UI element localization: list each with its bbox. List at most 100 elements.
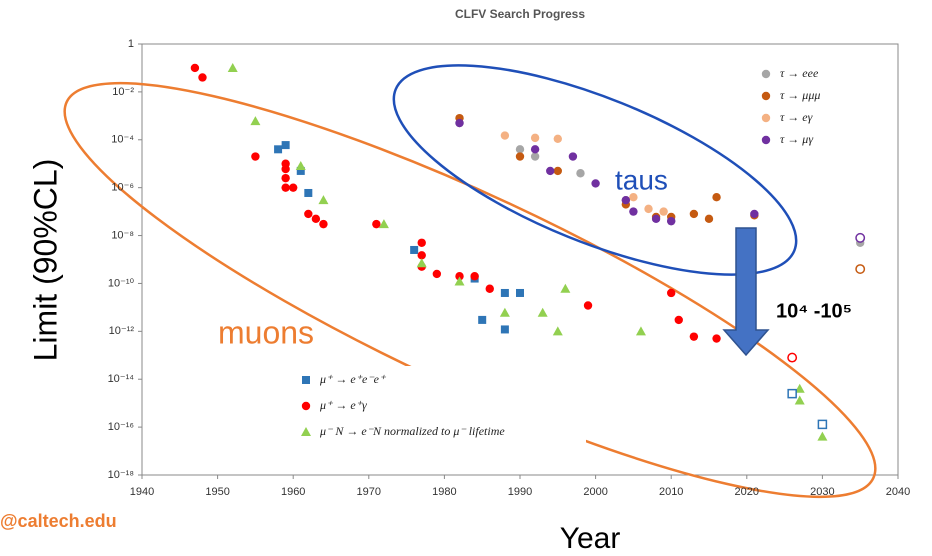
data-point bbox=[478, 315, 487, 324]
data-point bbox=[227, 62, 238, 72]
y-tick-label: 10⁻⁶ bbox=[111, 182, 134, 194]
data-point bbox=[500, 325, 509, 334]
data-point bbox=[500, 131, 510, 140]
data-point bbox=[530, 133, 540, 143]
data-point bbox=[546, 166, 555, 176]
data-point bbox=[635, 326, 646, 336]
x-tick-label: 1980 bbox=[432, 486, 456, 498]
y-tick-label: 10⁻¹⁶ bbox=[108, 421, 134, 433]
data-point bbox=[190, 63, 200, 73]
data-point bbox=[568, 152, 578, 161]
legend-label: τ → eγ bbox=[780, 110, 813, 124]
data-point bbox=[500, 288, 509, 297]
x-tick-label: 1990 bbox=[508, 486, 532, 498]
chart-title: CLFV Search Progress bbox=[455, 7, 585, 21]
data-point bbox=[417, 251, 426, 260]
x-tick-label: 2020 bbox=[735, 486, 759, 498]
muon-legend bbox=[296, 366, 586, 448]
data-point bbox=[296, 166, 305, 175]
data-point bbox=[410, 245, 419, 254]
data-point bbox=[281, 141, 290, 150]
x-tick-label: 1970 bbox=[357, 486, 381, 498]
legend-marker bbox=[301, 401, 311, 411]
data-point bbox=[787, 352, 798, 363]
x-tick-label: 1960 bbox=[281, 486, 305, 498]
legend-marker bbox=[761, 135, 771, 145]
data-point bbox=[198, 73, 207, 82]
x-axis-label: Year bbox=[560, 522, 621, 555]
data-point bbox=[515, 145, 525, 154]
data-point bbox=[621, 195, 631, 205]
legend-marker bbox=[761, 69, 771, 79]
data-point bbox=[304, 188, 313, 197]
legend-label: τ → eee bbox=[780, 66, 819, 80]
data-point bbox=[553, 166, 562, 176]
y-axis-label: Limit (90%CL) bbox=[27, 159, 63, 362]
tau-ellipse bbox=[392, 64, 798, 276]
data-point bbox=[787, 388, 797, 399]
data-point bbox=[659, 207, 668, 216]
annotation: taus bbox=[615, 164, 668, 195]
data-point bbox=[674, 315, 683, 325]
data-point bbox=[712, 192, 721, 202]
data-point bbox=[250, 116, 261, 126]
data-point bbox=[311, 214, 321, 224]
y-tick-label: 10⁻¹⁰ bbox=[108, 277, 135, 289]
data-point bbox=[583, 301, 593, 310]
data-point bbox=[289, 183, 298, 192]
data-point bbox=[689, 209, 699, 219]
y-tick-label: 10⁻⁴ bbox=[111, 134, 134, 146]
legend-marker bbox=[761, 91, 771, 101]
data-point bbox=[318, 195, 329, 205]
data-point bbox=[537, 307, 548, 317]
legend-marker bbox=[301, 427, 311, 436]
data-point bbox=[817, 419, 828, 430]
data-point bbox=[455, 118, 464, 128]
data-point bbox=[281, 164, 290, 174]
data-point bbox=[704, 214, 714, 224]
data-point bbox=[454, 276, 465, 286]
legend-label: μ⁺ → e⁺γ bbox=[319, 398, 367, 412]
data-point bbox=[455, 272, 464, 281]
data-point bbox=[667, 288, 676, 298]
data-point bbox=[516, 288, 524, 297]
y-tick-label: 10⁻¹⁴ bbox=[108, 373, 135, 385]
data-point bbox=[855, 232, 866, 243]
legend-label: μ⁻ N → e⁻N normalized to μ⁻ lifetime bbox=[319, 424, 505, 438]
data-point bbox=[667, 216, 676, 226]
y-tick-label: 10⁻¹⁸ bbox=[108, 469, 134, 481]
data-point bbox=[560, 283, 571, 293]
y-tick-label: 1 bbox=[128, 38, 134, 50]
x-tick-label: 2010 bbox=[659, 486, 683, 498]
data-point bbox=[553, 134, 562, 143]
legend-marker bbox=[761, 113, 771, 123]
data-point bbox=[416, 258, 427, 268]
data-point bbox=[689, 332, 699, 341]
data-point bbox=[552, 326, 563, 336]
data-point bbox=[470, 272, 479, 281]
data-point bbox=[794, 395, 805, 405]
data-point bbox=[295, 161, 306, 171]
data-point bbox=[319, 219, 328, 229]
data-point bbox=[274, 145, 283, 154]
data-point bbox=[576, 169, 585, 178]
data-point bbox=[281, 183, 290, 192]
data-point bbox=[251, 152, 260, 161]
data-point bbox=[530, 152, 540, 161]
x-tick-label: 1950 bbox=[205, 486, 229, 498]
data-point bbox=[485, 284, 494, 293]
data-point bbox=[372, 219, 381, 229]
x-tick-label: 2030 bbox=[810, 486, 834, 498]
y-tick-label: 10⁻⁸ bbox=[111, 229, 134, 241]
data-point bbox=[855, 264, 866, 274]
x-tick-label: 2000 bbox=[583, 486, 607, 498]
legend-label: μ⁺ → e⁺e⁻e⁺ bbox=[319, 372, 387, 386]
data-point bbox=[651, 214, 661, 224]
data-point bbox=[378, 219, 389, 229]
x-tick-label: 1940 bbox=[130, 486, 154, 498]
legend-label: τ → μγ bbox=[780, 132, 813, 146]
data-point bbox=[817, 431, 828, 441]
y-tick-label: 10⁻² bbox=[112, 86, 134, 98]
data-point bbox=[417, 238, 426, 247]
